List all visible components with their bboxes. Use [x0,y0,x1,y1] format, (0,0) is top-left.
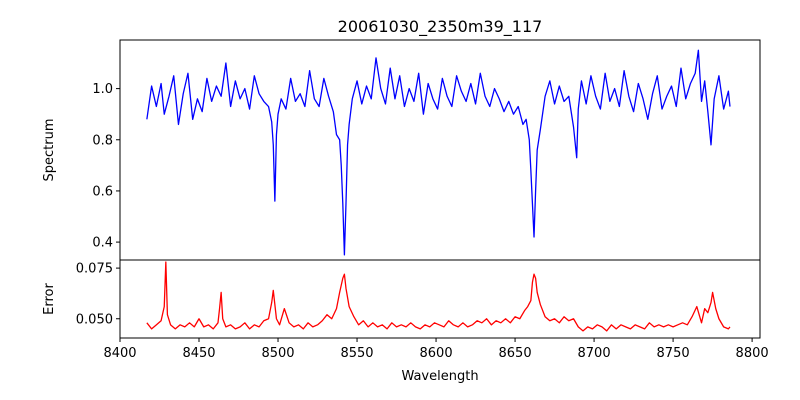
error-y-axis-label: Error [42,283,57,315]
error-axes-frame [119,259,761,339]
error-y-ticks: 0.050 0.075 [76,262,120,327]
error-series-line [146,261,731,332]
x-tick-label: 8600 [420,346,453,361]
spectrum-y-ticks: 0.4 0.6 0.8 1.0 [92,82,120,251]
spectrum-y-tick-label: 0.8 [92,133,113,148]
spectrum-y-tick-label: 1.0 [92,82,113,97]
x-tick-label: 8400 [103,346,136,361]
x-tick-label: 8700 [578,346,611,361]
x-tick-label: 8500 [261,346,294,361]
spectrum-y-tick-label: 0.6 [92,184,113,199]
error-y-tick-label: 0.075 [76,262,113,277]
spectrum-y-tick-label: 0.4 [92,236,113,251]
error-plot-area [146,261,731,332]
error-y-tick-label: 0.050 [76,312,113,327]
spectrum-panel: 0.4 0.6 0.8 1.0 Spectrum [42,39,761,261]
x-tick-label: 8450 [182,346,215,361]
x-axis-label: Wavelength [401,369,478,384]
chart-title: 20061030_2350m39_117 [338,17,543,37]
wavelength-x-ticks: 8400 8450 8500 8550 8600 8650 8700 8750 8800 [103,338,769,361]
x-tick-label: 8650 [499,346,532,361]
x-tick-label: 8750 [657,346,690,361]
x-tick-label: 8800 [736,346,769,361]
spectrum-y-axis-label: Spectrum [42,119,57,182]
spectrum-series-line [146,49,731,256]
spectrum-plot-area [146,49,731,256]
x-tick-label: 8550 [340,346,373,361]
